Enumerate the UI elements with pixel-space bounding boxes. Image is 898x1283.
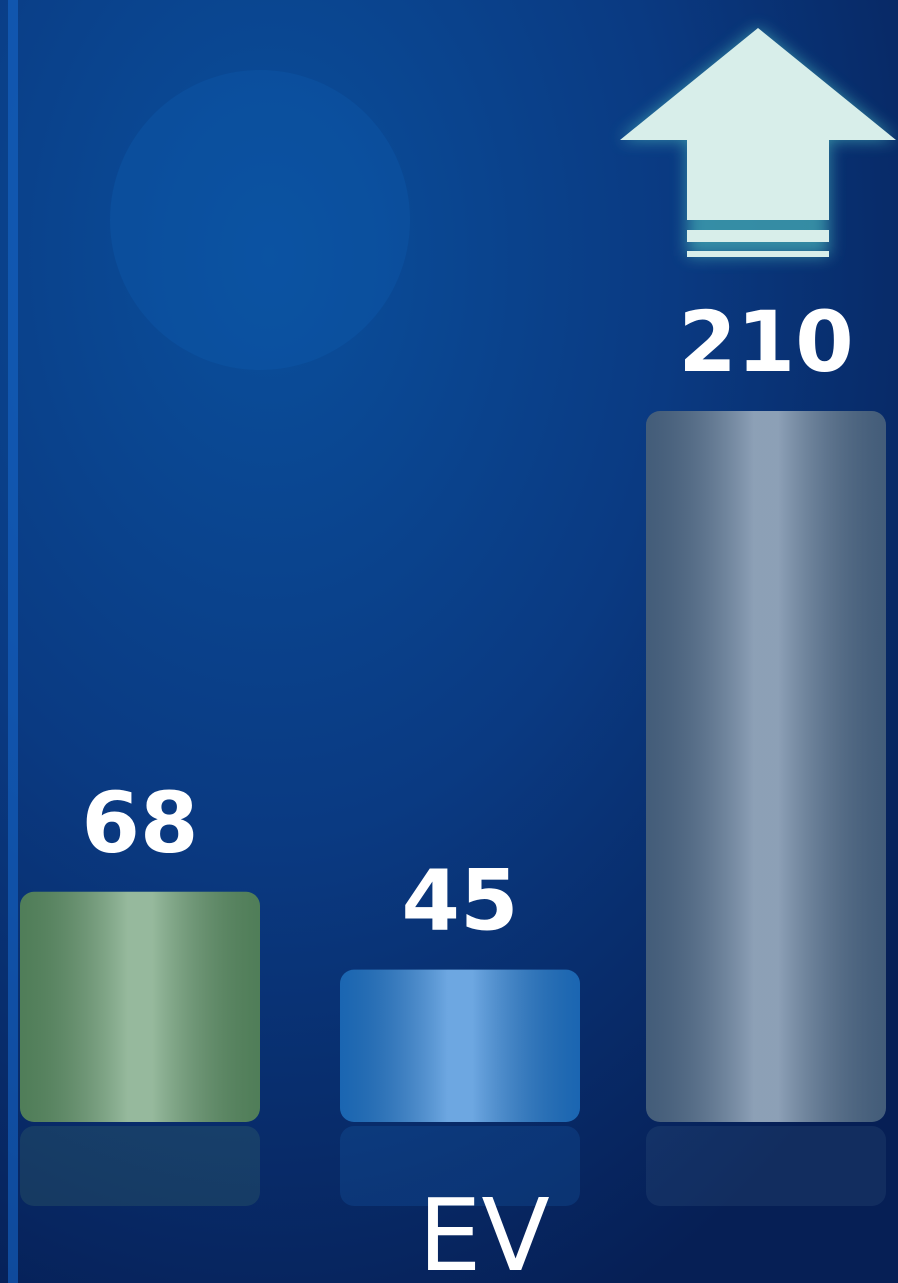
bar-reflection — [20, 1126, 260, 1206]
bar-highlight — [646, 411, 886, 1122]
bar-reflection — [646, 1126, 886, 1206]
edge-line — [8, 0, 18, 1283]
value-label: 68 — [82, 774, 199, 872]
up-arrow — [620, 28, 896, 257]
x-label: EV — [418, 1177, 550, 1283]
bar-highlight — [20, 891, 260, 1122]
bg-glow — [110, 70, 410, 370]
bar-reflection — [340, 1126, 580, 1206]
value-label: 45 — [402, 852, 519, 950]
bar-highlight — [340, 969, 580, 1122]
value-label: 210 — [678, 293, 853, 391]
